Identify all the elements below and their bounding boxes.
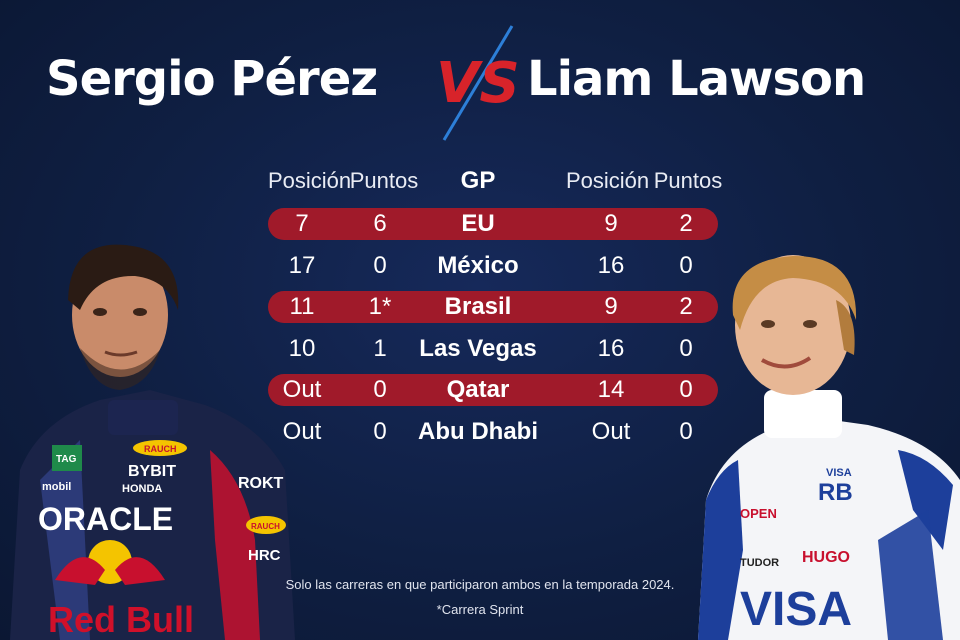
suit-rauch-badge: RAUCH: [133, 440, 187, 456]
gp-name-cell: Qatar: [446, 376, 510, 403]
left-points-cell: 1*: [368, 293, 392, 320]
suit-tag-logo: TAG: [56, 454, 77, 465]
left-position-cell: 7: [295, 210, 309, 237]
sergio-perez-photo: ORACLE Red Bull BYBIT HONDA RAUCH RAUCH …: [10, 244, 295, 640]
right-position-cell: 9: [604, 293, 618, 320]
header-right-points: Puntos: [653, 168, 723, 193]
liam-lawson-photo: VISA HUGO OPEN TUDOR RB VISA: [698, 255, 960, 640]
table-row: Out 0 Abu Dhabi Out 0: [268, 416, 718, 448]
right-points-cell: 2: [679, 210, 693, 237]
suit-rb-logo: RB: [818, 479, 853, 506]
suit-hrc-logo: HRC: [248, 547, 281, 564]
header-left-position: Posición: [268, 168, 352, 193]
suit-honda-logo: HONDA: [122, 483, 162, 495]
right-points-cell: 0: [679, 418, 693, 445]
right-points-cell: 0: [679, 376, 693, 403]
suit-visa-logo: VISA: [740, 583, 852, 636]
gp-name-cell: Las Vegas: [419, 335, 537, 362]
table-row: 11 1* Brasil 9 2: [268, 291, 718, 323]
left-points-cell: 6: [373, 210, 387, 237]
left-position-cell: 10: [288, 335, 316, 362]
right-points-cell: 2: [679, 293, 693, 320]
table-row: 10 1 Las Vegas 16 0: [268, 333, 718, 365]
right-position-cell: 16: [597, 335, 625, 362]
left-position-cell: 11: [289, 293, 315, 320]
header-left-points: Puntos: [349, 168, 419, 193]
vs-logo: VS: [436, 25, 520, 141]
footnote-sprint: *Carrera Sprint: [436, 602, 524, 617]
gp-name-cell: Brasil: [444, 293, 512, 320]
suit-rauch-logo: RAUCH: [144, 444, 177, 454]
suit-rauch-logo-2: RAUCH: [251, 522, 280, 531]
header-gp: GP: [460, 167, 496, 194]
table-row: 17 0 México 16 0: [268, 250, 718, 282]
suit-bybit-logo: BYBIT: [128, 463, 176, 480]
header-right-position: Posición: [566, 168, 650, 193]
right-position-cell: 14: [597, 376, 625, 403]
suit-tag-badge: TAG: [52, 445, 82, 471]
vs-text: VS: [436, 51, 520, 116]
right-position-cell: 9: [604, 210, 618, 237]
suit-rauch-badge-2: RAUCH: [246, 516, 286, 534]
left-position-cell: 17: [288, 252, 316, 279]
table-row: 7 6 EU 9 2: [268, 208, 718, 240]
left-points-cell: 0: [373, 252, 387, 279]
suit-tudor-logo: TUDOR: [740, 557, 779, 569]
footnote-races: Solo las carreras en que participaron am…: [285, 577, 675, 592]
left-points-cell: 0: [373, 418, 387, 445]
suit-rokt-logo: ROKT: [238, 475, 284, 492]
right-points-cell: 0: [679, 335, 693, 362]
right-position-cell: Out: [591, 418, 631, 445]
suit-oracle-logo: ORACLE: [38, 501, 173, 537]
red-bull-emblem: [55, 540, 165, 585]
gp-name-cell: EU: [461, 210, 495, 237]
left-position-cell: Out: [282, 418, 322, 445]
left-points-cell: 1: [373, 335, 387, 362]
suit-red-bull-logo: Red Bull: [48, 599, 194, 640]
suit-visa-small-logo: VISA: [826, 467, 852, 479]
right-position-cell: 16: [597, 252, 625, 279]
left-position-cell: Out: [282, 376, 322, 403]
gp-name-cell: México: [437, 252, 519, 279]
left-points-cell: 0: [373, 376, 387, 403]
right-points-cell: 0: [679, 252, 693, 279]
driver-right-name: Liam Lawson: [527, 51, 866, 107]
suit-hugo-logo: HUGO: [802, 549, 850, 566]
driver-left-name: Sergio Pérez: [46, 51, 378, 107]
gp-name-cell: Abu Dhabi: [418, 418, 538, 445]
table-row: Out 0 Qatar 14 0: [268, 374, 718, 406]
suit-open-logo: OPEN: [740, 506, 777, 521]
suit-mobil-logo: mobil: [42, 481, 71, 493]
